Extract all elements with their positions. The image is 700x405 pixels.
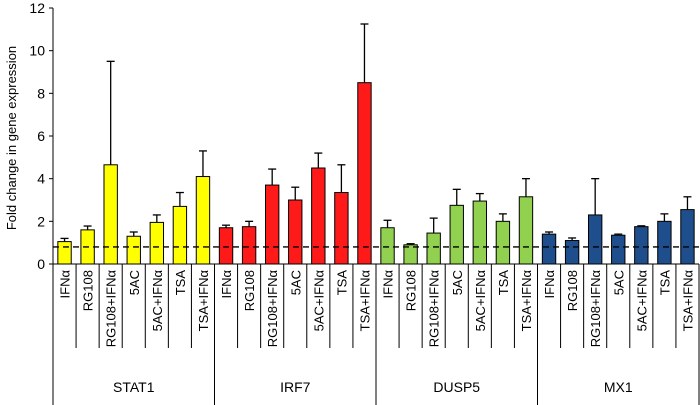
bar-dusp5-2: [427, 233, 440, 264]
bar-dusp5-3: [450, 205, 463, 264]
x-tick-label: RG108+IFNα: [104, 270, 119, 348]
bar-mx1-3: [612, 235, 625, 264]
bar-stat1-0: [58, 242, 71, 264]
bar-mx1-4: [635, 227, 648, 264]
x-tick-label: 5AC+IFNα: [473, 270, 488, 332]
y-tick-label: 2: [37, 213, 45, 229]
x-tick-label: TSA+IFNα: [196, 270, 211, 332]
y-tick-label: 8: [37, 85, 45, 101]
x-tick-label: RG108: [242, 270, 257, 311]
bar-irf7-0: [219, 228, 232, 264]
group-label-stat1: STAT1: [113, 379, 155, 395]
x-tick-label: IFNα: [219, 270, 234, 299]
x-tick-label: TSA+IFNα: [519, 270, 534, 332]
x-tick-label: RG108+IFNα: [588, 270, 603, 348]
group-label-dusp5: DUSP5: [433, 379, 480, 395]
bar-irf7-2: [265, 185, 278, 264]
bar-mx1-2: [588, 215, 601, 264]
x-tick-label: TSA+IFNα: [680, 270, 695, 332]
y-axis-ticks: 0 2 4 6 8 10 12: [29, 0, 53, 272]
bar-stat1-3: [127, 236, 140, 264]
y-tick-label: 0: [37, 256, 45, 272]
x-tick-label: TSA: [496, 270, 511, 296]
x-tick-label: RG108+IFNα: [427, 270, 442, 348]
y-tick-label: 4: [37, 171, 45, 187]
bars: [53, 24, 699, 264]
bar-irf7-4: [312, 168, 325, 264]
x-tick-label: IFNα: [381, 270, 396, 299]
bar-stat1-5: [173, 206, 186, 264]
x-tick-label: 5AC+IFNα: [150, 270, 165, 332]
group-label-mx1: MX1: [604, 379, 633, 395]
x-tick-label: 5AC+IFNα: [311, 270, 326, 332]
x-tick-label: 5AC: [611, 270, 626, 295]
bar-dusp5-0: [381, 228, 394, 264]
x-tick-label: 5AC: [127, 270, 142, 295]
bar-mx1-1: [565, 241, 578, 264]
x-tick-label: TSA: [334, 270, 349, 296]
x-tick-label: 5AC+IFNα: [634, 270, 649, 332]
bar-dusp5-5: [496, 221, 509, 264]
x-tick-label: 5AC: [288, 270, 303, 295]
group-label-irf7: IRF7: [280, 379, 311, 395]
x-tick-label: TSA: [173, 270, 188, 296]
bar-stat1-6: [196, 177, 209, 264]
x-tick-label: IFNα: [542, 270, 557, 299]
bar-irf7-1: [242, 227, 255, 264]
bar-dusp5-6: [519, 197, 532, 264]
x-tick-label: 5AC: [450, 270, 465, 295]
x-tick-label: IFNα: [58, 270, 73, 299]
x-tick-label: TSA+IFNα: [357, 270, 372, 332]
x-tick-label: RG108: [404, 270, 419, 311]
y-tick-label: 12: [29, 0, 45, 16]
bar-mx1-6: [681, 210, 694, 264]
bar-stat1-4: [150, 222, 163, 264]
y-axis-label: Fold change in gene expression: [4, 46, 19, 230]
x-tick-label: TSA: [657, 270, 672, 296]
bar-dusp5-4: [473, 201, 486, 264]
y-tick-label: 10: [29, 43, 45, 59]
x-tick-label: RG108+IFNα: [265, 270, 280, 348]
bar-mx1-5: [658, 221, 671, 264]
x-tick-label: RG108: [81, 270, 96, 311]
bar-irf7-3: [289, 200, 302, 264]
bar-mx1-0: [542, 234, 555, 264]
bar-dusp5-1: [404, 245, 417, 264]
bar-irf7-5: [335, 193, 348, 264]
bar-stat1-2: [104, 165, 117, 264]
bar-irf7-6: [358, 83, 371, 264]
y-tick-label: 6: [37, 128, 45, 144]
chart: 0 2 4 6 8 10 12 Fold change in gene expression…: [0, 0, 700, 405]
x-tick-label: RG108: [565, 270, 580, 311]
